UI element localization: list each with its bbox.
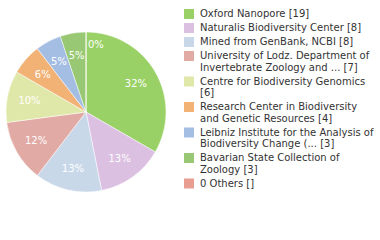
data-label: 10% xyxy=(18,95,40,106)
legend-swatch xyxy=(184,102,194,112)
legend-item: University of Lodz. Department of Invert… xyxy=(184,50,372,73)
legend-line: Leibniz Institute for the Analysis of xyxy=(200,127,377,138)
legend-swatch xyxy=(184,179,194,189)
data-label: 0% xyxy=(88,39,104,50)
legend-label: Mined from GenBank, NCBI [8] xyxy=(200,36,353,47)
legend-swatch xyxy=(184,128,194,138)
data-label: 32% xyxy=(125,78,147,89)
legend-item: Leibniz Institute for the Analysis of Bi… xyxy=(184,127,377,150)
data-label: 13% xyxy=(108,153,130,164)
legend-item: 0 Others [] xyxy=(184,178,254,189)
legend-label: Naturalis Biodiversity Center [8] xyxy=(200,22,361,33)
slice xyxy=(60,32,86,112)
legend-label: 0 Others [] xyxy=(200,178,254,189)
legend-line: Research Center in Biodiversity xyxy=(200,101,360,112)
data-label: 5% xyxy=(69,50,85,61)
legend-label: Leibniz Institute for the Analysis of Bi… xyxy=(200,127,377,150)
legend-line: Zoology [3] xyxy=(200,164,258,175)
legend-label: University of Lodz. Department of Invert… xyxy=(200,50,372,73)
legend-line: University of Lodz. Department of xyxy=(200,50,372,61)
legend-item: Bavarian State Collection of Zoology [3] xyxy=(184,152,343,175)
legend-line: Naturalis Biodiversity Center [8] xyxy=(200,22,361,33)
legend-item: Mined from GenBank, NCBI [8] xyxy=(184,36,353,47)
legend-item: Naturalis Biodiversity Center [8] xyxy=(184,22,361,33)
chart: 32%13%13%12%10%6%5%5%0%Oxford Nanopore [… xyxy=(0,0,380,240)
legend-item: Centre for Biodiversity Genomics [6] xyxy=(184,76,368,99)
legend-line: [6] xyxy=(200,87,214,98)
data-label: 13% xyxy=(62,163,84,174)
data-label: 6% xyxy=(35,69,51,80)
data-label: 12% xyxy=(25,135,47,146)
legend-item: Research Center in Biodiversity and Gene… xyxy=(184,101,360,124)
legend-swatch xyxy=(184,23,194,33)
slice xyxy=(7,112,86,175)
legend: Oxford Nanopore [19] Naturalis Biodiversi… xyxy=(184,8,377,189)
data-label: 5% xyxy=(51,56,67,67)
legend-label: Centre for Biodiversity Genomics [6] xyxy=(200,76,368,99)
legend-line: 0 Others [] xyxy=(200,178,254,189)
legend-item: Oxford Nanopore [19] xyxy=(184,8,309,19)
legend-swatch xyxy=(184,9,194,19)
legend-line: Mined from GenBank, NCBI [8] xyxy=(200,36,353,47)
legend-label: Oxford Nanopore [19] xyxy=(200,8,309,19)
legend-line: Invertebrate Zoology and ... [7] xyxy=(200,62,358,73)
legend-label: Research Center in Biodiversity and Gene… xyxy=(200,101,360,124)
slice xyxy=(86,32,87,112)
legend-line: and Genetic Resources [4] xyxy=(200,113,332,124)
legend-swatch xyxy=(184,37,194,47)
legend-line: Biodiversity Change (... [3] xyxy=(200,138,334,149)
legend-line: Centre for Biodiversity Genomics xyxy=(200,76,368,87)
legend-swatch xyxy=(184,77,194,87)
legend-swatch xyxy=(184,51,194,61)
pie: 32%13%13%12%10%6%5%5%0% xyxy=(6,32,166,192)
legend-line: Oxford Nanopore [19] xyxy=(200,8,309,19)
legend-line: Bavarian State Collection of xyxy=(200,152,343,163)
legend-swatch xyxy=(184,153,194,163)
legend-label: Bavarian State Collection of Zoology [3] xyxy=(200,152,343,175)
